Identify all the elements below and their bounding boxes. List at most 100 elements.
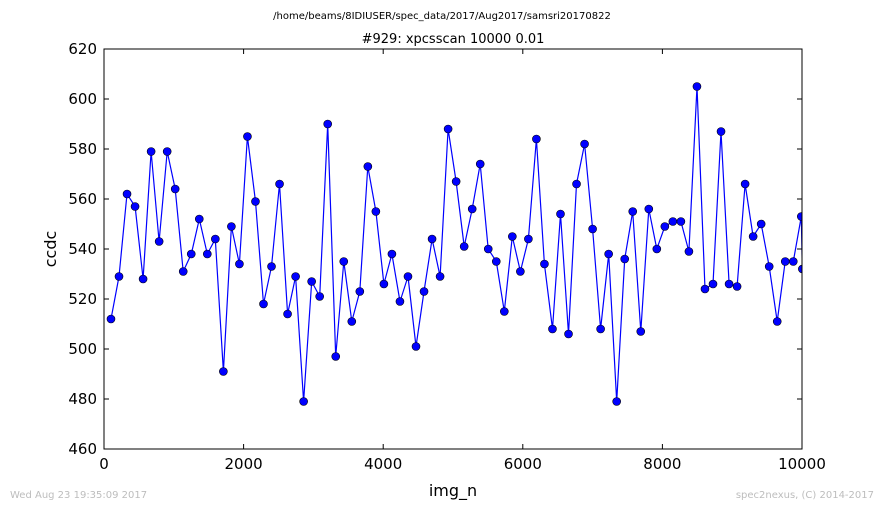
data-point bbox=[227, 222, 236, 231]
x-tick-label: 2000 bbox=[225, 455, 263, 473]
data-point bbox=[740, 179, 750, 189]
y-tick-label: 560 bbox=[68, 190, 97, 208]
data-point bbox=[524, 234, 533, 244]
data-point bbox=[243, 132, 252, 141]
data-point bbox=[403, 272, 413, 281]
data-point bbox=[387, 249, 397, 259]
y-tick-label: 520 bbox=[68, 290, 97, 308]
y-tick-label: 580 bbox=[68, 140, 97, 158]
data-point bbox=[307, 277, 316, 286]
data-point bbox=[732, 282, 742, 291]
footer-timestamp: Wed Aug 23 19:35:09 2017 bbox=[10, 490, 147, 501]
data-point bbox=[194, 214, 204, 224]
data-point bbox=[267, 262, 276, 271]
data-point bbox=[211, 234, 220, 244]
series-line bbox=[110, 86, 802, 402]
data-point bbox=[251, 197, 260, 206]
data-point bbox=[299, 397, 308, 406]
data-point bbox=[459, 242, 469, 251]
data-point bbox=[395, 297, 405, 306]
footer-credit: spec2nexus, (C) 2014-2017 bbox=[736, 490, 874, 501]
data-point bbox=[700, 284, 710, 294]
data-point bbox=[500, 307, 509, 316]
data-point bbox=[788, 257, 798, 266]
data-point bbox=[772, 317, 782, 326]
data-point bbox=[331, 352, 341, 361]
data-point bbox=[548, 324, 557, 334]
data-point bbox=[138, 274, 148, 284]
data-point bbox=[692, 82, 702, 91]
data-point bbox=[275, 179, 284, 189]
data-point bbox=[178, 267, 188, 276]
data-point bbox=[291, 272, 300, 281]
data-point bbox=[572, 179, 581, 189]
data-point bbox=[797, 212, 802, 221]
data-point bbox=[532, 134, 541, 144]
x-axis-label: img_n bbox=[429, 481, 477, 501]
data-point bbox=[580, 139, 589, 149]
data-point bbox=[203, 249, 212, 259]
data-point bbox=[146, 147, 156, 156]
data-point bbox=[716, 127, 726, 136]
data-point bbox=[411, 342, 421, 351]
x-tick-label: 6000 bbox=[504, 455, 542, 473]
data-point bbox=[435, 272, 445, 281]
y-tick-label: 500 bbox=[68, 340, 97, 358]
data-point bbox=[636, 327, 646, 336]
data-point bbox=[596, 324, 605, 334]
data-point bbox=[379, 279, 389, 289]
y-tick-label: 620 bbox=[68, 40, 97, 58]
y-axis: 460 480 500 520 540 560 580 600 620 bbox=[68, 40, 802, 458]
data-point bbox=[660, 222, 670, 231]
data-point bbox=[219, 367, 228, 376]
data-point bbox=[130, 202, 140, 211]
data-point bbox=[443, 124, 453, 134]
chart-title: #929: xpcsscan 10000 0.01 bbox=[362, 32, 545, 47]
data-point bbox=[114, 272, 124, 281]
data-point bbox=[371, 207, 381, 216]
data-point bbox=[628, 207, 638, 216]
y-tick-label: 540 bbox=[68, 240, 97, 258]
data-point bbox=[652, 244, 662, 254]
data-point bbox=[644, 204, 654, 214]
data-point bbox=[162, 147, 172, 156]
data-point bbox=[235, 259, 244, 269]
y-tick-label: 480 bbox=[68, 390, 97, 408]
data-point bbox=[748, 232, 758, 241]
data-point bbox=[764, 262, 774, 271]
data-point bbox=[724, 279, 734, 289]
x-tick-label: 4000 bbox=[364, 455, 402, 473]
data-point bbox=[491, 257, 501, 266]
data-point bbox=[347, 317, 357, 326]
y-tick-label: 600 bbox=[68, 90, 97, 108]
data-point bbox=[259, 299, 268, 309]
x-tick-label: 0 bbox=[99, 455, 109, 473]
y-axis-label: ccdc bbox=[41, 231, 60, 268]
data-point bbox=[756, 219, 766, 229]
data-point bbox=[780, 257, 790, 266]
data-point bbox=[556, 209, 565, 219]
data-point bbox=[612, 397, 621, 406]
data-point bbox=[684, 247, 694, 256]
x-tick-label: 10000 bbox=[778, 455, 826, 473]
data-point bbox=[508, 232, 517, 241]
x-axis: 0 2000 4000 6000 8000 10000 bbox=[99, 49, 826, 473]
data-point bbox=[604, 249, 613, 259]
data-point bbox=[419, 287, 429, 296]
data-point bbox=[323, 119, 333, 129]
data-point bbox=[467, 204, 477, 214]
figure-suptitle: /home/beams/8IDIUSER/spec_data/2017/Aug2… bbox=[273, 11, 611, 22]
data-point bbox=[186, 249, 196, 259]
series-layer bbox=[106, 82, 802, 406]
data-point bbox=[363, 162, 373, 171]
data-point bbox=[170, 184, 180, 194]
data-point bbox=[676, 217, 686, 226]
data-point bbox=[106, 314, 116, 324]
data-point bbox=[620, 254, 630, 264]
data-point bbox=[283, 309, 292, 319]
data-point bbox=[516, 267, 525, 276]
data-point bbox=[588, 224, 597, 234]
data-point bbox=[154, 237, 164, 246]
data-point bbox=[540, 259, 549, 269]
